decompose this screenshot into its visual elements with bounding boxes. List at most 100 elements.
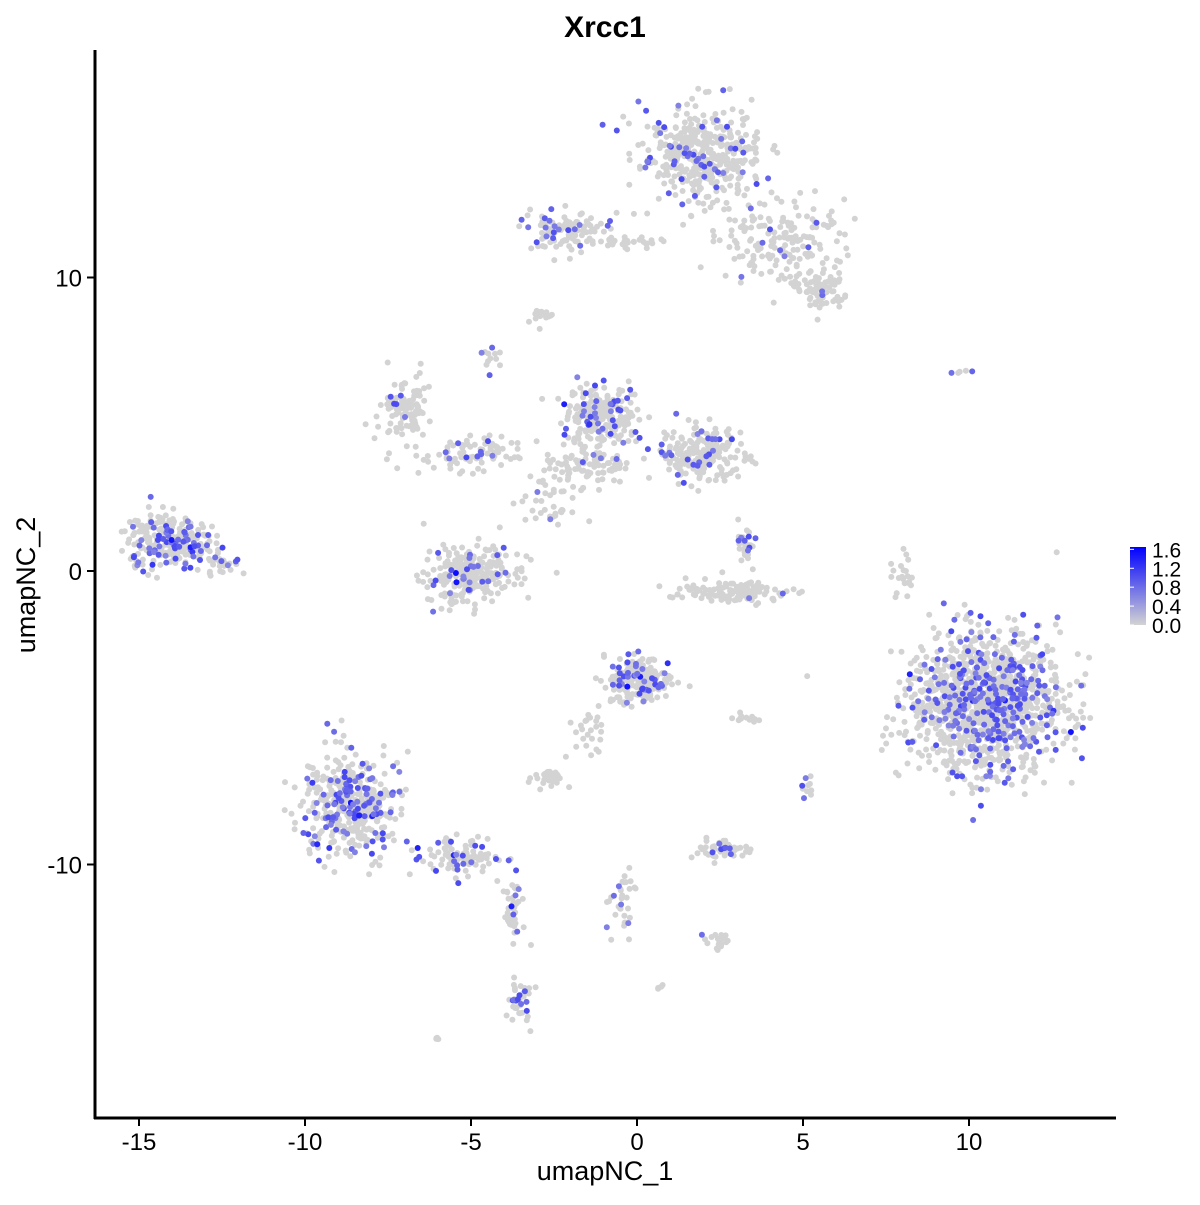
- data-point: [357, 835, 364, 842]
- data-point: [734, 244, 741, 251]
- data-point: [686, 683, 693, 690]
- data-point: [424, 453, 431, 459]
- data-point: [664, 660, 671, 667]
- data-point: [578, 249, 585, 256]
- data-point: [600, 462, 607, 469]
- data-point: [990, 726, 997, 733]
- data-point: [739, 169, 746, 176]
- data-point: [324, 764, 331, 771]
- data-point: [630, 238, 637, 245]
- data-point: [167, 547, 174, 554]
- data-point: [734, 158, 741, 165]
- data-point: [608, 936, 615, 943]
- data-point: [743, 131, 749, 138]
- data-point: [816, 241, 823, 248]
- data-point: [629, 412, 636, 419]
- data-point: [728, 173, 735, 180]
- data-point: [1043, 722, 1050, 729]
- data-point: [553, 779, 560, 786]
- data-point: [1030, 756, 1037, 762]
- data-point: [679, 594, 686, 601]
- data-point: [963, 636, 970, 643]
- data-point: [1026, 651, 1032, 658]
- data-point: [369, 838, 376, 845]
- data-point: [668, 452, 675, 459]
- data-point: [642, 164, 649, 171]
- data-point: [996, 665, 1003, 672]
- data-point: [582, 718, 589, 724]
- data-point: [347, 788, 354, 795]
- data-point: [635, 648, 642, 655]
- data-point: [546, 217, 553, 224]
- data-point: [1061, 695, 1068, 702]
- data-point: [666, 142, 673, 149]
- data-point: [1049, 646, 1056, 653]
- data-point: [695, 199, 702, 206]
- data-point: [688, 439, 695, 446]
- data-point: [1044, 696, 1051, 703]
- data-point: [150, 542, 157, 549]
- data-point: [593, 414, 599, 421]
- data-point: [838, 296, 845, 303]
- data-point: [180, 538, 187, 545]
- data-point: [728, 232, 735, 239]
- data-point: [1002, 737, 1009, 744]
- data-point: [445, 865, 452, 872]
- data-point: [694, 462, 701, 469]
- data-point: [600, 651, 607, 658]
- data-point: [851, 215, 858, 222]
- data-point: [371, 435, 378, 442]
- data-point: [543, 314, 550, 321]
- data-point: [639, 140, 646, 147]
- data-point: [626, 150, 633, 157]
- data-point: [539, 395, 546, 402]
- data-point: [572, 238, 579, 245]
- data-point: [610, 892, 617, 899]
- data-point: [462, 867, 469, 874]
- data-point: [523, 998, 530, 1005]
- data-point: [673, 410, 680, 417]
- data-point: [363, 843, 370, 850]
- data-point: [716, 237, 723, 244]
- data-point: [622, 244, 629, 251]
- data-point: [977, 613, 984, 620]
- data-point: [513, 900, 520, 907]
- data-point: [583, 380, 590, 387]
- data-point: [970, 817, 977, 823]
- data-point: [1036, 682, 1043, 689]
- data-point: [836, 303, 843, 310]
- data-point: [739, 852, 746, 859]
- data-point: [200, 531, 207, 538]
- data-point: [729, 106, 736, 113]
- data-point: [503, 453, 510, 460]
- data-point: [673, 112, 680, 119]
- data-point: [386, 814, 393, 821]
- data-point: [787, 273, 794, 280]
- data-point: [712, 425, 719, 432]
- data-point: [972, 698, 979, 705]
- data-point: [995, 735, 1002, 742]
- data-point: [433, 1035, 440, 1042]
- data-point: [126, 519, 133, 525]
- data-point: [755, 600, 762, 607]
- data-point: [483, 565, 490, 572]
- data-point: [723, 199, 730, 206]
- data-point: [573, 729, 579, 736]
- data-point: [519, 498, 526, 505]
- data-point: [795, 212, 802, 219]
- data-point: [518, 565, 525, 572]
- data-point: [712, 477, 719, 484]
- data-point: [676, 585, 683, 592]
- data-point: [916, 719, 923, 726]
- data-point: [917, 668, 924, 675]
- data-point: [645, 671, 652, 678]
- data-point: [948, 640, 954, 647]
- data-point: [809, 216, 816, 223]
- data-point: [430, 582, 437, 589]
- data-point: [552, 769, 559, 776]
- data-point: [471, 601, 478, 608]
- data-point: [541, 215, 548, 222]
- data-point: [628, 703, 635, 710]
- data-point: [804, 673, 811, 680]
- data-point: [396, 788, 403, 795]
